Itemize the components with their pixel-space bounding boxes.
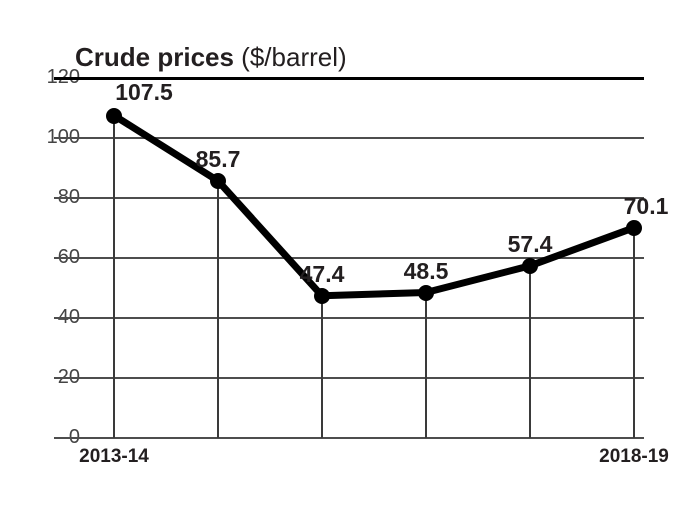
data-marker (522, 258, 538, 274)
x-tick-label: 2018-19 (599, 446, 669, 468)
x-tick-label: 2013-14 (79, 446, 149, 468)
line-chart: Crude prices ($/barrel) 0 20 40 60 80 10… (0, 0, 680, 510)
plot-area: 107.5 85.7 47.4 48.5 57.4 70.1 2013-14 2… (54, 78, 644, 438)
data-marker (106, 108, 122, 124)
chart-title-bold: Crude prices (75, 42, 234, 72)
data-marker (210, 173, 226, 189)
data-label: 47.4 (300, 261, 345, 288)
data-label: 70.1 (624, 193, 669, 220)
chart-title: Crude prices ($/barrel) (75, 42, 347, 73)
series-line (54, 78, 644, 438)
data-label: 85.7 (196, 146, 241, 173)
chart-title-unit: ($/barrel) (234, 42, 347, 72)
data-marker (314, 288, 330, 304)
data-label: 48.5 (404, 258, 449, 285)
data-marker (626, 220, 642, 236)
data-label: 107.5 (115, 79, 173, 106)
data-label: 57.4 (508, 231, 553, 258)
data-marker (418, 285, 434, 301)
